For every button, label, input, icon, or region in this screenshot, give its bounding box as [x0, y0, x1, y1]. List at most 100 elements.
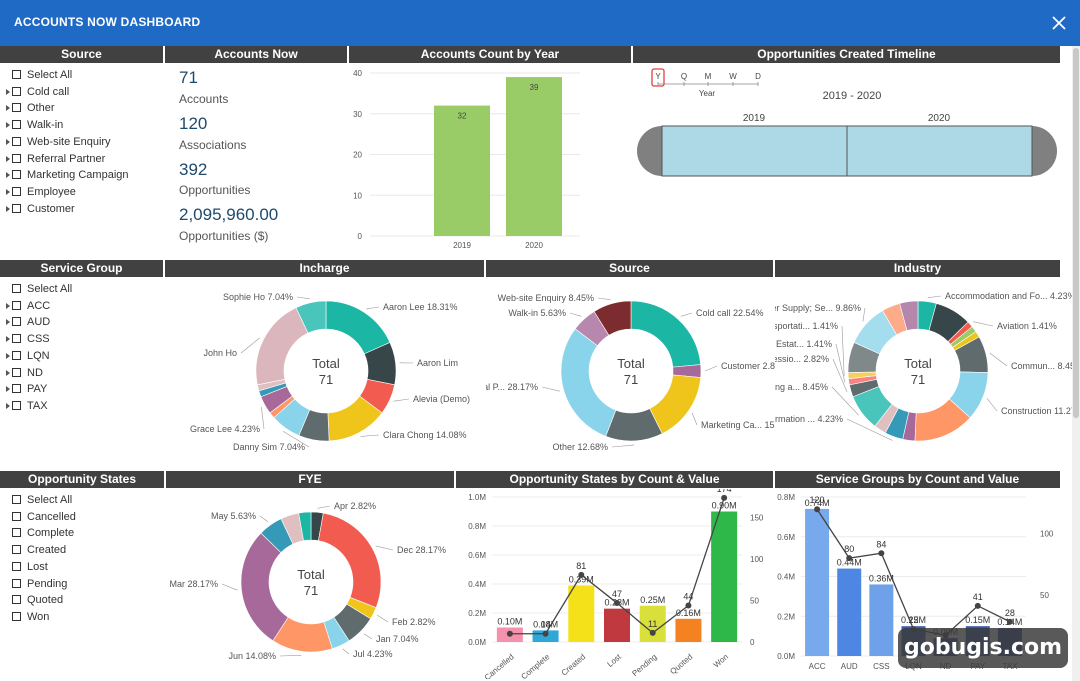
bar[interactable] — [506, 77, 562, 236]
donut-slice[interactable] — [899, 300, 919, 331]
donut-slice[interactable] — [325, 300, 391, 355]
expand-arrow-icon[interactable] — [6, 386, 10, 393]
source-slicer-item[interactable]: Select All — [12, 69, 72, 81]
service-group-slicer-item[interactable]: TAX — [6, 400, 48, 412]
opportunity-states-slicer-item[interactable]: Created — [12, 544, 66, 556]
count-point[interactable] — [685, 602, 692, 609]
source-slicer-item[interactable]: Cold call — [6, 86, 69, 98]
scrollbar-thumb[interactable] — [1073, 48, 1079, 418]
expand-arrow-icon[interactable] — [6, 352, 10, 359]
count-point[interactable] — [846, 555, 853, 562]
count-point[interactable] — [814, 506, 821, 513]
opportunity-states-slicer-item[interactable]: Cancelled — [12, 511, 76, 523]
checkbox[interactable] — [12, 153, 21, 163]
expand-arrow-icon[interactable] — [6, 302, 10, 309]
donut-slice[interactable] — [560, 328, 617, 437]
donut-slice[interactable] — [295, 300, 327, 334]
service-group-slicer-item[interactable]: CSS — [6, 333, 50, 345]
expand-arrow-icon[interactable] — [6, 319, 10, 326]
expand-arrow-icon[interactable] — [6, 369, 10, 376]
service-group-slicer-item[interactable]: AUD — [6, 316, 50, 328]
checkbox[interactable] — [12, 384, 21, 394]
checkbox[interactable] — [12, 367, 21, 377]
donut-slice[interactable] — [298, 511, 312, 542]
checkbox[interactable] — [12, 528, 21, 538]
checkbox[interactable] — [12, 170, 21, 180]
source-slicer-item[interactable]: Walk-in — [6, 119, 63, 131]
count-point[interactable] — [542, 630, 549, 637]
opportunity-states-slicer-item[interactable]: Quoted — [12, 594, 63, 606]
source-slicer-item[interactable]: Other — [6, 102, 55, 114]
checkbox[interactable] — [12, 103, 21, 113]
bar[interactable] — [604, 608, 630, 642]
checkbox[interactable] — [12, 300, 21, 310]
checkbox[interactable] — [12, 595, 21, 605]
bar[interactable] — [568, 585, 595, 642]
opportunity-states-slicer-item[interactable]: Pending — [12, 578, 67, 590]
checkbox[interactable] — [12, 578, 21, 588]
checkbox[interactable] — [12, 350, 21, 360]
checkbox[interactable] — [12, 284, 21, 293]
service-group-slicer-item[interactable]: ACC — [6, 300, 50, 312]
expand-arrow-icon[interactable] — [6, 138, 10, 145]
opportunity-states-slicer-item[interactable]: Lost — [12, 561, 48, 573]
source-slicer-item[interactable]: Web-site Enquiry — [6, 136, 111, 148]
service-group-slicer-item[interactable]: Select All — [12, 283, 72, 295]
checkbox[interactable] — [12, 561, 21, 571]
bar[interactable] — [675, 618, 702, 642]
checkbox[interactable] — [12, 317, 21, 327]
opportunity-states-slicer-item[interactable]: Won — [12, 611, 49, 623]
expand-arrow-icon[interactable] — [6, 105, 10, 112]
expand-arrow-icon[interactable] — [6, 172, 10, 179]
expand-arrow-icon[interactable] — [6, 205, 10, 212]
count-point[interactable] — [974, 602, 981, 609]
opportunity-states-slicer-item[interactable]: Select All — [12, 494, 72, 506]
expand-arrow-icon[interactable] — [6, 122, 10, 129]
bar[interactable] — [805, 508, 830, 656]
expand-arrow-icon[interactable] — [6, 336, 10, 343]
source-slicer-item[interactable]: Marketing Campaign — [6, 169, 129, 181]
checkbox[interactable] — [12, 400, 21, 410]
expand-arrow-icon[interactable] — [6, 402, 10, 409]
source-slicer-item[interactable]: Referral Partner — [6, 153, 105, 165]
checkbox[interactable] — [12, 186, 21, 196]
vertical-scrollbar[interactable] — [1072, 46, 1080, 681]
checkbox[interactable] — [12, 136, 21, 146]
checkbox[interactable] — [12, 86, 21, 96]
donut-slice[interactable] — [593, 300, 632, 336]
timeline-right-handle-icon[interactable] — [1032, 126, 1057, 176]
count-point[interactable] — [614, 600, 620, 607]
timeline-left-handle-icon[interactable] — [637, 126, 662, 176]
expand-arrow-icon[interactable] — [6, 88, 10, 95]
service-group-slicer-item[interactable]: LQN — [6, 350, 50, 362]
close-icon[interactable] — [1048, 12, 1070, 34]
donut-slice[interactable] — [255, 307, 309, 386]
count-point[interactable] — [878, 550, 885, 557]
service-group-slicer-item[interactable]: ND — [6, 367, 43, 379]
count-point[interactable] — [506, 630, 513, 637]
bar[interactable] — [711, 511, 738, 643]
donut-slice[interactable] — [318, 512, 382, 609]
checkbox[interactable] — [12, 120, 21, 130]
bar[interactable] — [639, 605, 666, 642]
count-point[interactable] — [721, 494, 728, 501]
checkbox[interactable] — [12, 203, 21, 213]
bar[interactable] — [434, 105, 490, 236]
bar[interactable] — [837, 568, 862, 656]
count-point[interactable] — [1006, 618, 1013, 625]
count-point[interactable] — [578, 571, 585, 578]
expand-arrow-icon[interactable] — [6, 188, 10, 195]
expand-arrow-icon[interactable] — [6, 155, 10, 162]
count-point[interactable] — [649, 629, 656, 636]
service-group-slicer-item[interactable]: PAY — [6, 383, 47, 395]
bar[interactable] — [869, 584, 894, 656]
checkbox[interactable] — [12, 495, 21, 504]
source-slicer-item[interactable]: Customer — [6, 203, 75, 215]
checkbox[interactable] — [12, 511, 21, 521]
checkbox[interactable] — [12, 611, 21, 621]
source-slicer-item[interactable]: Employee — [6, 186, 76, 198]
opportunity-states-slicer-item[interactable]: Complete — [12, 527, 74, 539]
checkbox[interactable] — [12, 545, 21, 555]
checkbox[interactable] — [12, 334, 21, 344]
checkbox[interactable] — [12, 70, 21, 79]
